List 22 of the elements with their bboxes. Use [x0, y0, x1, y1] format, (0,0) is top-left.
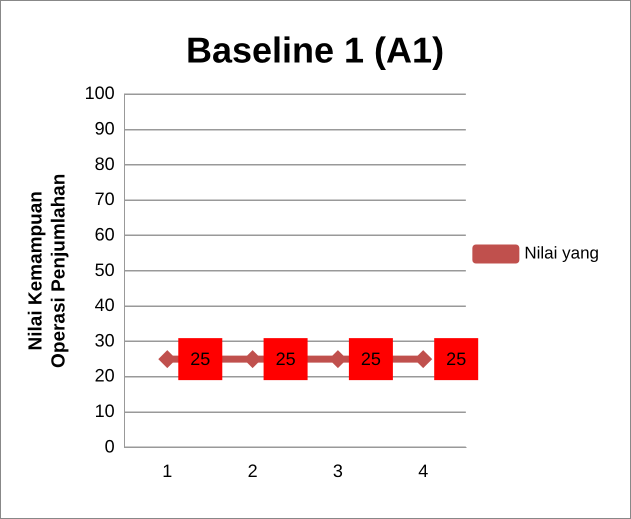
y-tick-label: 10 [94, 401, 115, 422]
y-tick-label: 20 [94, 366, 115, 386]
x-tick-label: 3 [332, 461, 343, 482]
y-tick-label: 90 [94, 118, 115, 138]
data-label: 25 [190, 349, 210, 370]
data-label: 25 [446, 349, 466, 370]
x-tick-label: 1 [162, 461, 172, 482]
y-tick-label: 30 [94, 330, 115, 350]
data-label: 25 [360, 349, 381, 370]
x-tick-label: 2 [248, 461, 258, 482]
y-tick-label: 70 [94, 189, 115, 210]
y-tick-label: 60 [94, 224, 115, 244]
y-tick-label: 50 [94, 260, 115, 280]
legend-label: Nilai yang [524, 244, 600, 263]
y-tick-label: 100 [84, 83, 115, 104]
y-tick-label: 40 [94, 295, 115, 316]
data-label: 25 [276, 349, 296, 370]
y-axis-title: Nilai Kemampuan Operasi Penjumlahan [26, 174, 70, 368]
x-tick-label: 4 [418, 461, 428, 482]
chart-title: Baseline 1 (A1) [186, 30, 444, 71]
y-tick-label: 80 [94, 154, 115, 174]
y-tick-label: 0 [104, 436, 115, 456]
